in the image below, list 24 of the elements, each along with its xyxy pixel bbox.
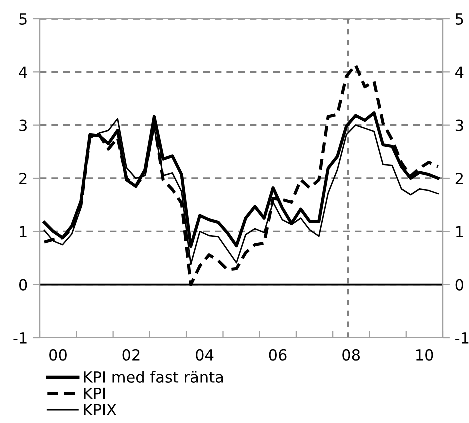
y2-tick-label: 3 xyxy=(456,120,464,132)
y-tick-label: 5 xyxy=(20,14,27,26)
line-series xyxy=(42,64,440,286)
y-tick-label: 3 xyxy=(20,120,27,132)
y-tick-label: 0 xyxy=(19,279,28,291)
y2-tick-label: 4 xyxy=(456,66,464,78)
y2-tick-label: 5 xyxy=(456,14,464,26)
y-tick-label: 2 xyxy=(20,172,27,184)
x-tick-label: 10 xyxy=(416,349,434,361)
y2-tick-label: 2 xyxy=(456,172,463,184)
x-tick-label: 04 xyxy=(196,349,214,361)
y-tick-label: 1 xyxy=(20,226,27,238)
x-tick-label: 08 xyxy=(342,349,360,361)
y-tick-label: 4 xyxy=(19,66,28,78)
y2-tick-label: -1 xyxy=(456,332,469,344)
legend-label: KPI xyxy=(84,388,106,400)
x-tick-label: 06 xyxy=(269,349,287,361)
y2-tick-label: 0 xyxy=(456,279,464,291)
legend-label: KPIX xyxy=(84,404,117,416)
legend-label: KPI med fast ränta xyxy=(84,371,224,383)
x-tick-label: 02 xyxy=(122,349,140,361)
x-tick-label: 00 xyxy=(50,349,67,361)
y2-tick-label: 1 xyxy=(456,226,464,238)
y-tick-label: -1 xyxy=(14,332,27,344)
